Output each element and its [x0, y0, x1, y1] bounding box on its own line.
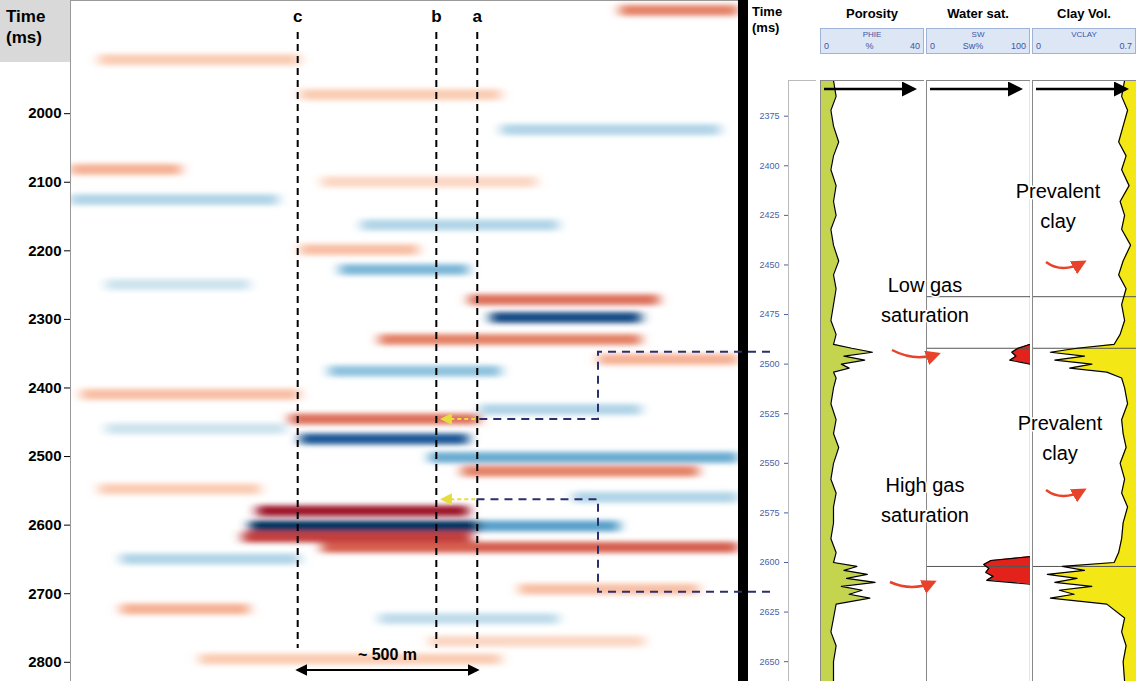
html-text:0: 0: [824, 41, 829, 51]
html-text:0: 0: [1036, 41, 1041, 51]
svg-text:2650: 2650: [759, 657, 779, 667]
svg-text:2000: 2000: [28, 104, 61, 121]
svg-text:2500: 2500: [28, 447, 61, 464]
svg-text:2575: 2575: [759, 508, 779, 518]
svg-text:2475: 2475: [759, 309, 779, 319]
html-text:(ms): (ms): [752, 20, 780, 35]
svg-text:2375: 2375: [759, 111, 779, 121]
svg-text:High gassaturation: High gassaturation: [881, 474, 969, 526]
svg-text:b: b: [431, 7, 441, 26]
svg-text:~ 500 m: ~ 500 m: [358, 646, 417, 663]
svg-text:2625: 2625: [759, 607, 779, 617]
html-text:0.7: 0.7: [1119, 41, 1132, 51]
html-text:VCLAY: VCLAY: [1071, 30, 1097, 39]
svg-text:2525: 2525: [759, 409, 779, 419]
html-text:Porosity: Porosity: [846, 6, 898, 21]
svg-text:a: a: [473, 7, 483, 26]
svg-text:Low gassaturation: Low gassaturation: [881, 274, 969, 326]
svg-text:2600: 2600: [28, 516, 61, 533]
svg-text:2425: 2425: [759, 210, 779, 220]
svg-text:Prevalentclay: Prevalentclay: [1016, 180, 1101, 232]
svg-text:c: c: [293, 7, 302, 26]
svg-text:2450: 2450: [759, 260, 779, 270]
html-text:100: 100: [1011, 41, 1026, 51]
svg-text:2550: 2550: [759, 458, 779, 468]
html-text:Clay Vol.: Clay Vol.: [1057, 6, 1111, 21]
html-text:Water sat.: Water sat.: [947, 6, 1009, 21]
svg-text:2100: 2100: [28, 173, 61, 190]
svg-text:2700: 2700: [28, 585, 61, 602]
svg-text:2300: 2300: [28, 310, 61, 327]
html-text:Time: Time: [752, 4, 783, 19]
svg-text:2800: 2800: [28, 653, 61, 670]
svg-text:Prevalentclay: Prevalentclay: [1018, 412, 1103, 464]
html-text:0: 0: [930, 41, 935, 51]
html-text:(ms): (ms): [6, 28, 42, 47]
html-text:SW: SW: [971, 30, 985, 39]
html-text:PHIE: PHIE: [862, 30, 882, 39]
html-text:40: 40: [910, 41, 920, 51]
svg-text:2400: 2400: [759, 161, 779, 171]
svg-text:2500: 2500: [759, 359, 779, 369]
html-text:Time: Time: [6, 7, 46, 26]
svg-text:2200: 2200: [28, 242, 61, 259]
html-text:Sw%: Sw%: [962, 41, 984, 51]
svg-text:2400: 2400: [28, 379, 61, 396]
svg-text:2600: 2600: [759, 557, 779, 567]
